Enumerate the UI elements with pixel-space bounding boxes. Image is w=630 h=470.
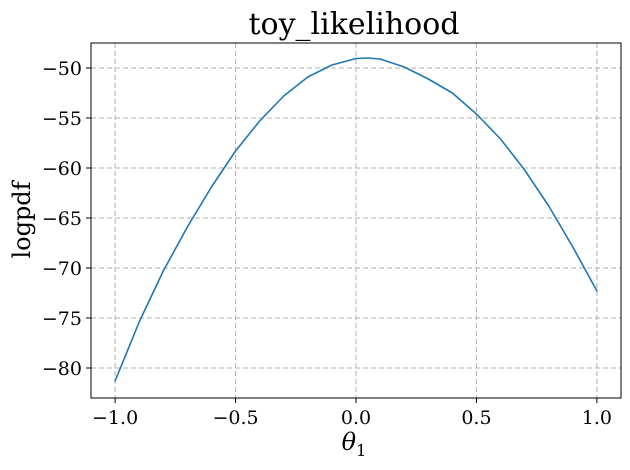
y-tick-label: −80: [42, 358, 82, 380]
y-tick-label: −60: [42, 158, 82, 180]
series-line: [114, 57, 598, 382]
y-axis-ticks: −80 −75 −70 −65 −60 −55 −50: [42, 58, 91, 380]
y-tick-label: −70: [42, 258, 82, 280]
x-axis-label-subscript: 1: [356, 441, 366, 460]
y-tick-label: −75: [42, 308, 82, 330]
chart-title: toy_likelihood: [248, 7, 459, 42]
x-axis-label: θ1: [342, 428, 367, 460]
y-tick-label: −55: [42, 108, 82, 130]
x-tick-label: 0.5: [461, 407, 491, 429]
series-layer: [114, 57, 598, 382]
x-tick-label: −0.5: [212, 407, 258, 429]
x-axis-ticks: −1.0 −0.5 0.0 0.5 1.0: [92, 398, 612, 429]
x-axis-label-symbol: θ: [342, 428, 357, 456]
y-tick-label: −65: [42, 208, 82, 230]
grid: [91, 43, 621, 398]
x-tick-label: −1.0: [92, 407, 138, 429]
y-tick-label: −50: [42, 58, 82, 80]
y-axis-label: logpdf: [8, 179, 36, 258]
x-tick-label: 0.0: [341, 407, 371, 429]
x-tick-label: 1.0: [582, 407, 612, 429]
